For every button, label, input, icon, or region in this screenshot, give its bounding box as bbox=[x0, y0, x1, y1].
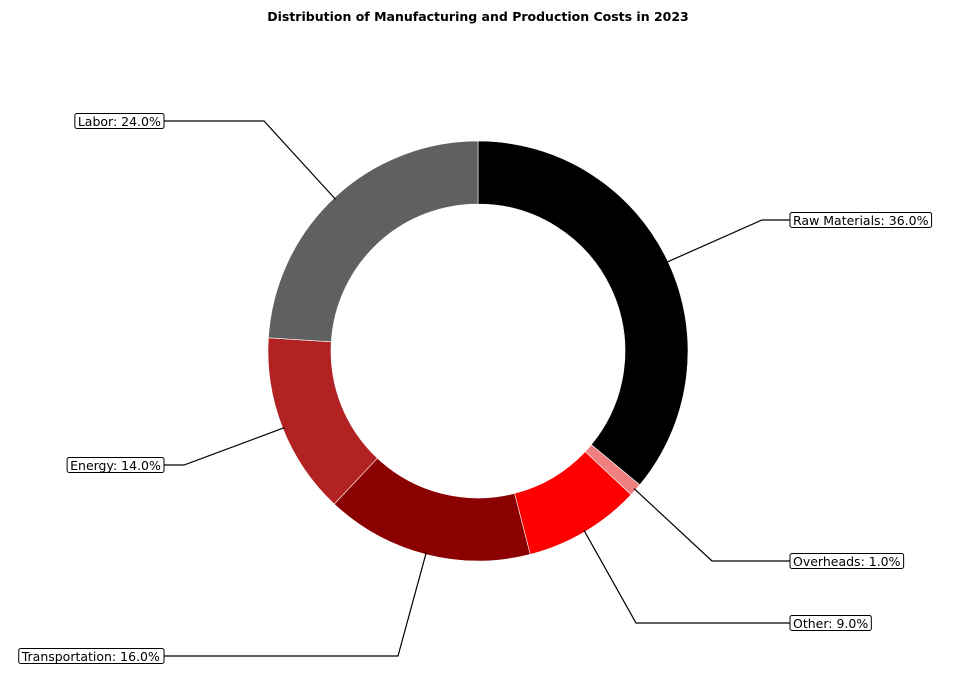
chart-title: Distribution of Manufacturing and Produc… bbox=[267, 9, 689, 24]
leader-line-energy bbox=[164, 427, 285, 466]
label-box-labor bbox=[74, 113, 165, 129]
label-text-raw-materials: Raw Materials: 36.0% bbox=[793, 213, 929, 228]
slice-label-labor: Labor: 24.0% bbox=[74, 113, 165, 129]
leader-line-overheads bbox=[633, 488, 790, 562]
label-box-overheads bbox=[789, 553, 905, 569]
slice-label-other: Other: 9.0% bbox=[789, 615, 872, 631]
leader-lines-layer bbox=[164, 120, 790, 657]
leader-line-raw-materials bbox=[665, 219, 790, 263]
leader-line-transportation bbox=[164, 552, 427, 657]
label-box-energy bbox=[66, 457, 165, 473]
slice-label-raw-materials: Raw Materials: 36.0% bbox=[789, 212, 933, 228]
label-text-transportation: Transportation: 16.0% bbox=[21, 649, 160, 664]
label-text-other: Other: 9.0% bbox=[793, 616, 868, 631]
label-box-raw-materials bbox=[789, 212, 933, 228]
label-text-energy: Energy: 14.0% bbox=[70, 458, 161, 473]
slice-raw-materials bbox=[477, 140, 689, 486]
slice-label-transportation: Transportation: 16.0% bbox=[18, 648, 165, 664]
slices-layer bbox=[267, 140, 689, 562]
slice-transportation bbox=[333, 457, 531, 562]
leader-line-labor bbox=[164, 120, 337, 200]
label-box-transportation bbox=[18, 648, 165, 664]
slice-label-energy: Energy: 14.0% bbox=[66, 457, 165, 473]
label-text-overheads: Overheads: 1.0% bbox=[793, 554, 901, 569]
labels-layer: Raw Materials: 36.0% Overheads: 1.0% Other… bbox=[18, 113, 933, 664]
leader-line-other bbox=[583, 529, 790, 624]
slice-label-overheads: Overheads: 1.0% bbox=[789, 553, 905, 569]
slice-labor bbox=[268, 140, 479, 343]
label-box-other bbox=[789, 615, 872, 631]
label-text-labor: Labor: 24.0% bbox=[78, 114, 161, 129]
